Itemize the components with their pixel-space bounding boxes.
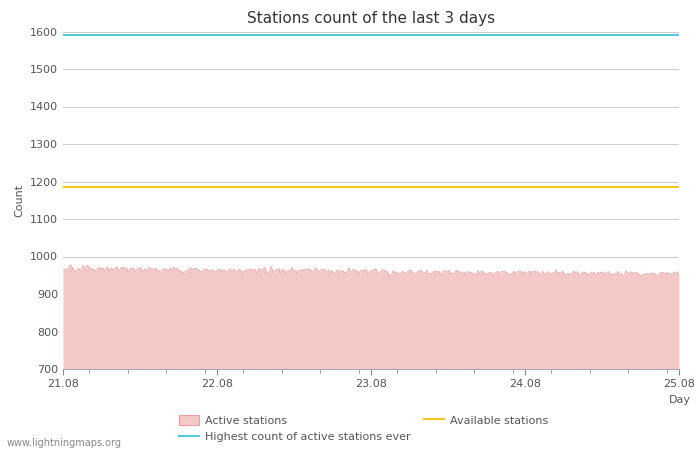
Text: www.lightningmaps.org: www.lightningmaps.org (7, 438, 122, 448)
Y-axis label: Count: Count (15, 184, 24, 217)
Legend: Active stations, Highest count of active stations ever, Available stations: Active stations, Highest count of active… (179, 415, 548, 442)
Title: Stations count of the last 3 days: Stations count of the last 3 days (247, 11, 495, 26)
X-axis label: Day: Day (669, 395, 692, 405)
